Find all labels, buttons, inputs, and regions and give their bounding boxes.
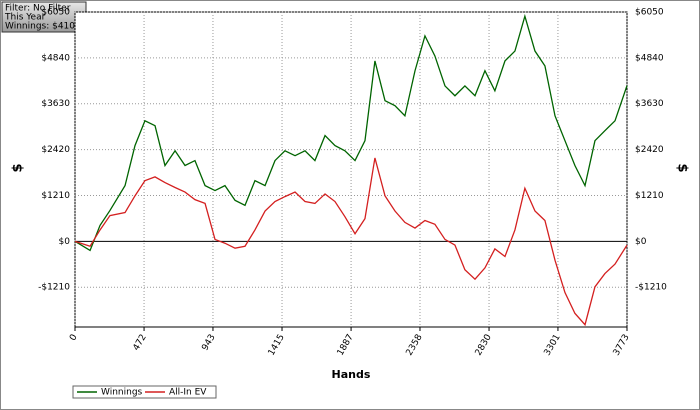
y-tick-label: $1210 — [41, 191, 70, 201]
y-tick-label: $4840 — [41, 53, 70, 63]
info-winnings: Winnings: $4107.63 — [5, 22, 95, 32]
plot-area — [74, 11, 628, 328]
y2-tick-label: -$1210 — [635, 283, 667, 293]
legend — [72, 385, 217, 399]
y-axis-label: $ — [11, 163, 26, 172]
info-period: This Year — [4, 13, 46, 23]
y-tick-label: $6050 — [41, 8, 70, 18]
info-filter: Filter: No Filter — [5, 4, 71, 14]
y2-axis-label: $ — [675, 163, 690, 172]
legend-label: All-In EV — [169, 388, 207, 398]
y2-tick-label: $6050 — [635, 8, 664, 18]
y2-tick-label: $3630 — [635, 99, 664, 109]
info-box — [1, 1, 87, 33]
y2-tick-label: $0 — [635, 237, 647, 247]
y2-tick-label: $2420 — [635, 145, 664, 155]
y-tick-label: $2420 — [41, 145, 70, 155]
y2-tick-label: $1210 — [635, 191, 664, 201]
y-tick-label: -$1210 — [38, 283, 70, 293]
x-tick-label: 0 — [68, 333, 80, 343]
series-line — [74, 13, 628, 252]
y-tick-label: $3630 — [41, 99, 70, 109]
y-tick-label: $0 — [59, 237, 71, 247]
series-line — [74, 157, 628, 327]
legend-label: Winnings — [101, 388, 143, 398]
x-axis-label: Hands — [332, 368, 371, 381]
y2-tick-label: $4840 — [635, 53, 664, 63]
